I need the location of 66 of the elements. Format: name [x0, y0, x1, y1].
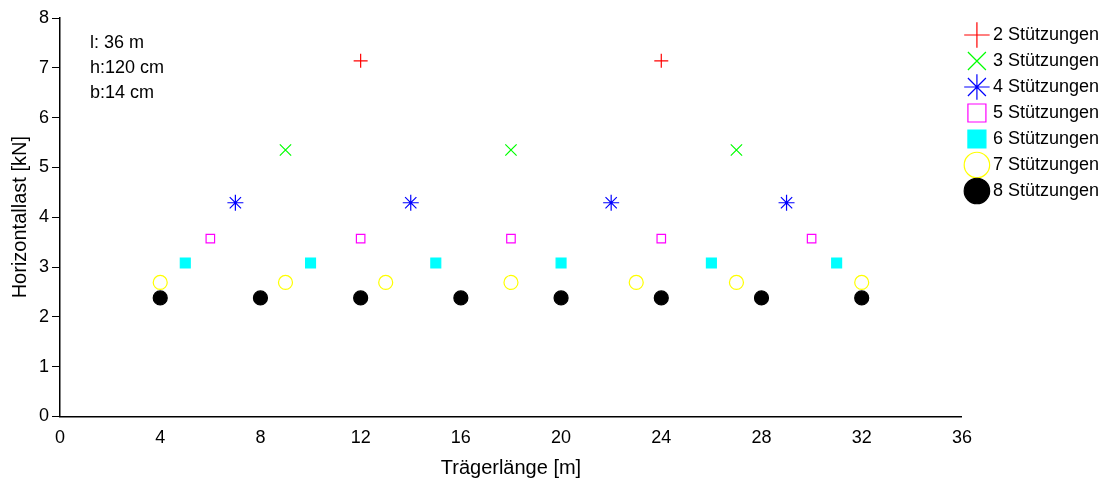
y-tick-label: 1 — [39, 355, 50, 376]
legend-label: 3 Stützungen — [992, 49, 1100, 70]
legend-label: 5 Stützungen — [992, 101, 1100, 122]
y-tick-label: 0 — [39, 405, 50, 426]
point — [628, 274, 644, 291]
annotation: h:120 cm — [90, 56, 165, 77]
x-tick-label: 24 — [651, 427, 672, 448]
point — [602, 194, 620, 212]
point — [777, 194, 796, 212]
y-axis-title: Horizontallast [kN] — [7, 136, 30, 299]
x-tick-label: 28 — [751, 427, 772, 448]
legend-label: 2 Stützungen — [992, 23, 1100, 44]
point — [205, 233, 216, 244]
point — [728, 274, 745, 291]
point — [430, 257, 442, 269]
point — [355, 233, 366, 244]
x-tick-label: 0 — [55, 427, 66, 448]
point — [252, 290, 269, 306]
legend-label: 7 Stützungen — [992, 153, 1100, 174]
point — [503, 274, 519, 291]
x-tick-label: 4 — [155, 427, 166, 448]
legend-label: 6 Stützungen — [992, 127, 1100, 148]
y-tick-label: 8 — [39, 6, 50, 27]
legend-label: 4 Stützungen — [992, 75, 1100, 96]
point — [806, 233, 817, 244]
x-tick-label: 16 — [450, 427, 471, 448]
point — [279, 143, 292, 157]
point — [353, 53, 369, 69]
legend-label: 8 Stützungen — [992, 179, 1100, 200]
point — [152, 274, 168, 291]
point — [656, 233, 667, 244]
x-tick-label: 12 — [350, 427, 371, 448]
point — [152, 290, 168, 306]
point — [553, 290, 569, 306]
point — [453, 290, 469, 306]
point — [353, 290, 369, 306]
x-tick-label: 32 — [851, 427, 872, 448]
y-tick-label: 3 — [39, 255, 50, 276]
y-tick-label: 2 — [39, 305, 50, 326]
point — [653, 290, 669, 306]
point — [730, 143, 743, 157]
point — [402, 194, 420, 212]
x-tick-label: 8 — [255, 427, 266, 448]
y-tick-label: 7 — [39, 56, 50, 77]
point — [506, 233, 516, 244]
point — [854, 274, 870, 291]
point — [226, 194, 244, 212]
y-tick-label: 5 — [39, 156, 50, 177]
point — [504, 143, 518, 157]
point — [753, 290, 770, 306]
point — [555, 257, 567, 269]
x-tick-label: 20 — [551, 427, 572, 448]
point — [179, 257, 191, 269]
y-tick-label: 6 — [39, 106, 50, 127]
point — [831, 257, 843, 269]
annotation: l: 36 m — [90, 31, 145, 52]
point — [304, 257, 317, 269]
x-tick-label: 36 — [951, 427, 972, 448]
point — [705, 257, 717, 269]
point — [277, 274, 294, 291]
y-tick-label: 4 — [39, 206, 50, 227]
point — [854, 290, 870, 306]
point — [378, 274, 394, 291]
point — [653, 53, 669, 69]
x-axis-title: Trägerlänge [m] — [440, 455, 582, 478]
annotation: b:14 cm — [90, 81, 155, 102]
